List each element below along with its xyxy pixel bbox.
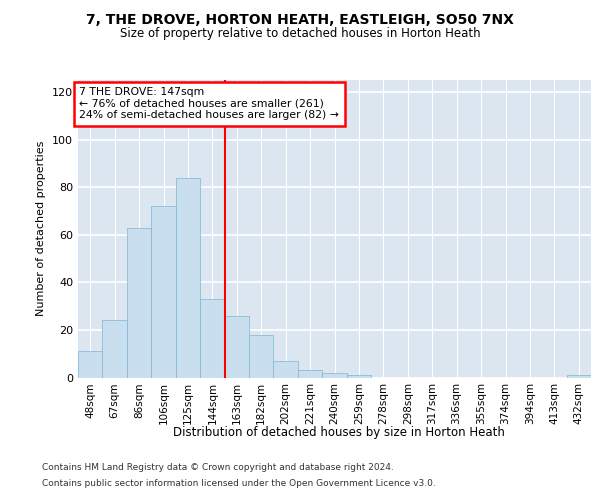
Bar [103,320,127,378]
Y-axis label: Number of detached properties: Number of detached properties [37,141,46,316]
Text: Distribution of detached houses by size in Horton Heath: Distribution of detached houses by size … [173,426,505,439]
Bar [298,370,322,378]
Bar [78,352,103,378]
Bar [127,228,151,378]
Text: Size of property relative to detached houses in Horton Heath: Size of property relative to detached ho… [119,28,481,40]
Text: 7 THE DROVE: 147sqm
← 76% of detached houses are smaller (261)
24% of semi-detac: 7 THE DROVE: 147sqm ← 76% of detached ho… [79,87,339,120]
Text: Contains public sector information licensed under the Open Government Licence v3: Contains public sector information licen… [42,478,436,488]
Bar [274,361,298,378]
Text: 7, THE DROVE, HORTON HEATH, EASTLEIGH, SO50 7NX: 7, THE DROVE, HORTON HEATH, EASTLEIGH, S… [86,12,514,26]
Bar [200,299,224,378]
Bar [249,334,274,378]
Bar [151,206,176,378]
Bar [322,372,347,378]
Bar [566,375,591,378]
Bar [347,375,371,378]
Bar [224,316,249,378]
Text: Contains HM Land Registry data © Crown copyright and database right 2024.: Contains HM Land Registry data © Crown c… [42,464,394,472]
Bar [176,178,200,378]
